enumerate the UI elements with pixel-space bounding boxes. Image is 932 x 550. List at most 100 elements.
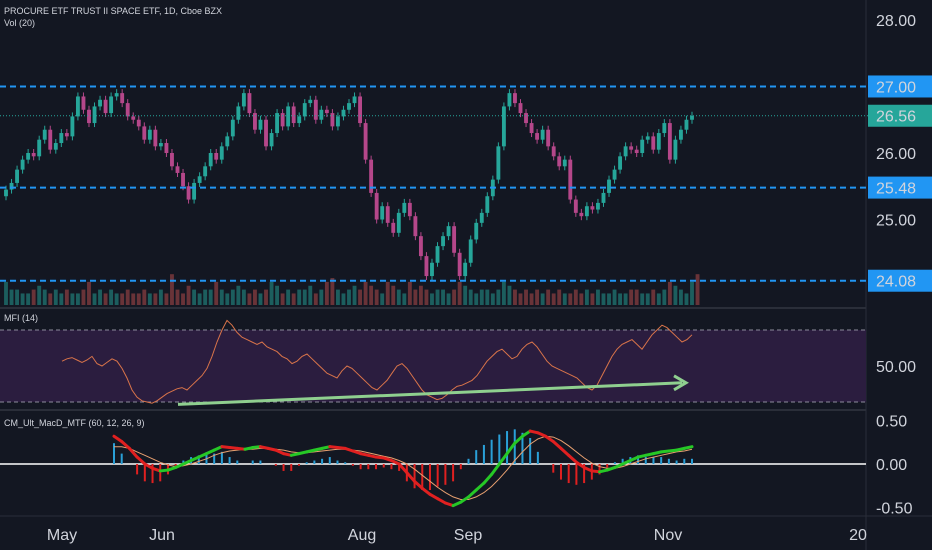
candle-body xyxy=(684,119,689,130)
volume-bar xyxy=(324,281,329,305)
candle-body xyxy=(380,206,385,220)
volume-bar xyxy=(640,293,645,305)
volume-bar xyxy=(535,289,540,305)
candle-body xyxy=(236,106,241,120)
candle-body xyxy=(418,236,423,257)
candle-body xyxy=(175,166,180,173)
macd-histogram-bar xyxy=(637,455,640,464)
candle-body xyxy=(197,176,202,183)
macd-histogram-bar xyxy=(113,443,115,464)
volume-bars xyxy=(4,274,700,305)
volume-bar xyxy=(158,289,163,305)
candle-body xyxy=(441,236,445,247)
volume-bar xyxy=(114,293,119,305)
macd-histogram-bar xyxy=(413,464,416,489)
macd-line-segment xyxy=(474,481,486,492)
candle-body xyxy=(203,166,208,177)
volume-bar xyxy=(485,289,490,305)
volume-bar xyxy=(430,293,434,305)
price-tick-label: 25.00 xyxy=(876,213,916,230)
macd-line-segment xyxy=(135,455,147,466)
volume-bar xyxy=(286,289,291,305)
volume-bar xyxy=(352,285,357,305)
candle-body xyxy=(645,136,650,140)
candle-body xyxy=(125,103,130,117)
volume-bar xyxy=(291,293,296,305)
candle-body xyxy=(667,123,672,160)
volume-bar xyxy=(678,289,683,305)
macd-histogram-bar xyxy=(321,458,324,464)
time-tick-label: Sep xyxy=(454,527,483,544)
signal-line xyxy=(114,435,693,500)
volume-bar xyxy=(230,289,235,305)
volume-bar xyxy=(457,281,462,305)
price-axis[interactable]: 28.00 26.00 25.00 50.00 0.50 0.00 -0.50 xyxy=(876,13,916,517)
candle-body xyxy=(612,169,617,180)
volume-bar xyxy=(418,285,423,305)
volume-bar xyxy=(407,281,412,305)
volume-bar xyxy=(584,289,589,305)
volume-bar xyxy=(264,289,268,305)
trend-arrow-line xyxy=(177,381,683,406)
candle-body xyxy=(20,159,25,170)
volume-bar xyxy=(219,289,224,305)
volume-bar xyxy=(98,289,102,305)
macd-tick-label: 0.00 xyxy=(876,457,907,474)
candle-body xyxy=(435,246,440,263)
level-label-bg xyxy=(868,269,932,292)
volume-bar xyxy=(629,289,634,305)
candle-body xyxy=(26,153,31,160)
volume-bar xyxy=(280,293,285,305)
candle-body xyxy=(391,222,396,233)
candle-body xyxy=(142,126,147,140)
candle-body xyxy=(407,202,412,217)
macd-histogram-bar xyxy=(498,434,501,464)
volume-bar xyxy=(125,289,130,305)
volume-bar xyxy=(446,293,451,305)
price-levels[interactable]: 27.00 25.48 24.08 26.56 xyxy=(0,75,932,292)
candle-body xyxy=(48,129,53,150)
macd-histogram-bar xyxy=(136,464,139,475)
candle-body xyxy=(623,146,628,157)
volume-bar xyxy=(20,293,25,305)
candle-body xyxy=(4,189,8,197)
time-tick-label: Nov xyxy=(654,527,682,544)
macd-line-segment xyxy=(413,479,424,490)
volume-bar xyxy=(374,289,379,305)
macd-histogram-bar xyxy=(182,460,185,464)
time-axis[interactable]: May Jun Aug Sep Nov 20 xyxy=(47,527,867,544)
volume-bar xyxy=(695,274,700,305)
candle-body xyxy=(164,143,169,153)
macd-line-segment xyxy=(559,446,571,457)
macd-tick-label: -0.50 xyxy=(876,500,913,517)
volume-bar xyxy=(164,293,169,305)
macd-histogram-bar xyxy=(344,462,347,464)
mfi-band xyxy=(0,330,866,402)
volume-bar xyxy=(75,293,80,305)
candle-body xyxy=(225,136,230,147)
candle-body xyxy=(208,153,213,167)
candle-body xyxy=(507,93,512,107)
volume-bar xyxy=(573,289,578,305)
volume-bar xyxy=(341,293,346,305)
macd-histogram-bar xyxy=(567,464,570,484)
macd-histogram-bar xyxy=(683,458,686,464)
volume-bar xyxy=(490,293,495,305)
volume-bar xyxy=(551,293,556,305)
volume-bar xyxy=(645,293,650,305)
volume-bar xyxy=(4,281,8,305)
candle-body xyxy=(147,129,152,140)
candle-body xyxy=(590,206,595,210)
candle-body xyxy=(496,146,501,180)
time-tick-label: Jun xyxy=(149,527,175,544)
current-price-label: 26.56 xyxy=(876,109,916,126)
price-tick-label: 26.00 xyxy=(876,146,916,163)
volume-bar xyxy=(330,278,335,305)
volume-bar xyxy=(557,289,562,305)
volume-bar xyxy=(623,293,628,305)
volume-bar xyxy=(225,293,230,305)
volume-bar xyxy=(192,289,197,305)
volume-bar xyxy=(142,289,147,305)
volume-bar xyxy=(42,289,47,305)
